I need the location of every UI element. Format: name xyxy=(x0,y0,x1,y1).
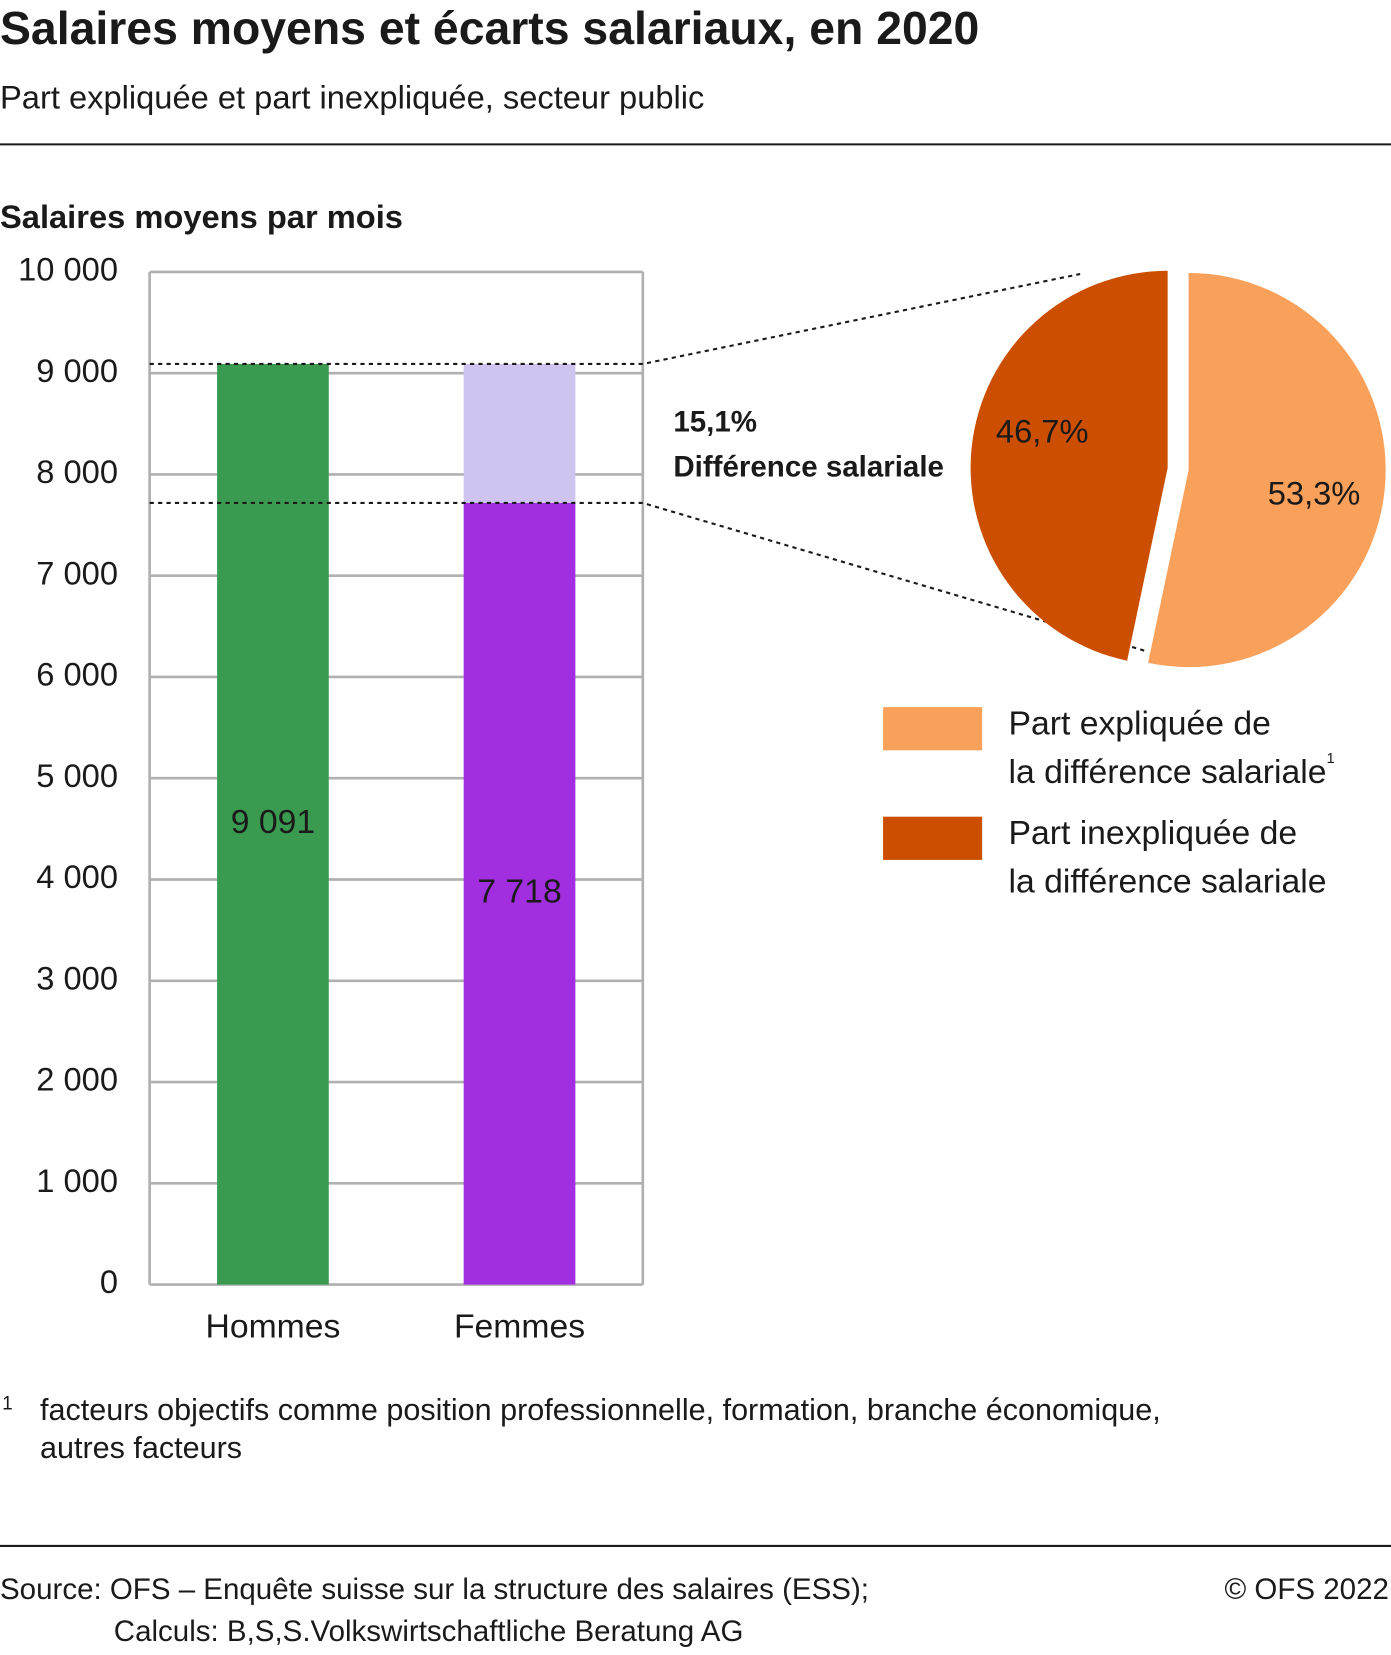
x-tick-label: Hommes xyxy=(205,1308,340,1346)
footnote-line: facteurs objectifs comme position profes… xyxy=(40,1393,1161,1427)
guide-line xyxy=(149,501,1147,653)
y-tick-label: 3 000 xyxy=(36,959,118,996)
legend-swatch xyxy=(883,707,983,751)
bar xyxy=(217,363,329,1285)
copyright: © OFS 2022 xyxy=(1224,1573,1388,1606)
y-tick-label: 9 000 xyxy=(36,352,118,389)
y-tick-label: 4 000 xyxy=(36,858,118,895)
source: Calculs: B,S,S.Volkswirtschaftliche Bera… xyxy=(114,1615,744,1648)
annotation-text: Différence salariale xyxy=(673,451,944,484)
x-tick-label: Femmes xyxy=(454,1308,585,1346)
title: Salaires moyens et écarts salariaux, en … xyxy=(0,2,979,54)
y-tick-label: 6 000 xyxy=(36,656,118,693)
y-tick-label: 10 000 xyxy=(18,251,118,288)
y-tick-label: 7 000 xyxy=(36,554,118,591)
legend-note: 1 xyxy=(1326,749,1335,767)
value-label: 7 718 xyxy=(477,873,561,911)
subtitle: Part expliquée et part inexpliquée, sect… xyxy=(0,79,704,116)
y-tick-label: 8 000 xyxy=(36,453,118,490)
footnote-line: autres facteurs xyxy=(40,1431,242,1465)
guide-line xyxy=(149,272,1081,365)
value-label: 46,7% xyxy=(996,412,1089,449)
pie-slice xyxy=(970,270,1168,661)
pie-slice xyxy=(1148,272,1386,668)
y-tick-label: 5 000 xyxy=(36,757,118,794)
y-tick-label: 2 000 xyxy=(36,1061,118,1098)
y-tick-label: 1 000 xyxy=(36,1162,118,1199)
legend-label: Part expliquée de la différence salarial… xyxy=(1008,699,1391,796)
legend-label: Part inexpliquée de la différence salari… xyxy=(1008,808,1391,905)
bar xyxy=(463,502,576,1285)
source: Source: OFS – Enquête suisse sur la stru… xyxy=(0,1573,869,1606)
footnote-marker: 1 xyxy=(2,1394,13,1415)
gap-segment xyxy=(463,363,576,503)
legend-item: Part inexpliquée de la différence salari… xyxy=(1008,808,1391,905)
legend-text: Part inexpliquée de la différence salari… xyxy=(1008,813,1327,900)
value-label: 9 091 xyxy=(231,803,315,841)
value-label: 53,3% xyxy=(1268,474,1361,511)
legend-swatch xyxy=(883,816,983,860)
y-axis-label: Salaires moyens par mois xyxy=(0,198,403,235)
y-tick-label: 0 xyxy=(100,1263,118,1300)
annotation-value: 15,1% xyxy=(673,405,757,438)
legend-item: Part expliquée de la différence salarial… xyxy=(1008,699,1391,796)
legend-text: Part expliquée de la différence salarial… xyxy=(1008,703,1327,791)
